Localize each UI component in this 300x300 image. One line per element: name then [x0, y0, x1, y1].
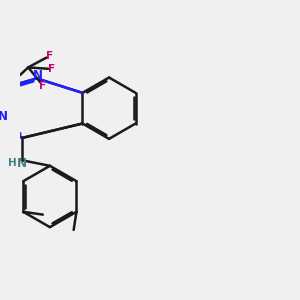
Text: F: F [46, 51, 53, 61]
Text: N: N [0, 110, 8, 123]
Text: H: H [8, 158, 16, 168]
Text: N: N [17, 157, 27, 170]
Text: F: F [39, 81, 46, 91]
Text: F: F [48, 64, 55, 74]
Text: N: N [33, 69, 43, 82]
